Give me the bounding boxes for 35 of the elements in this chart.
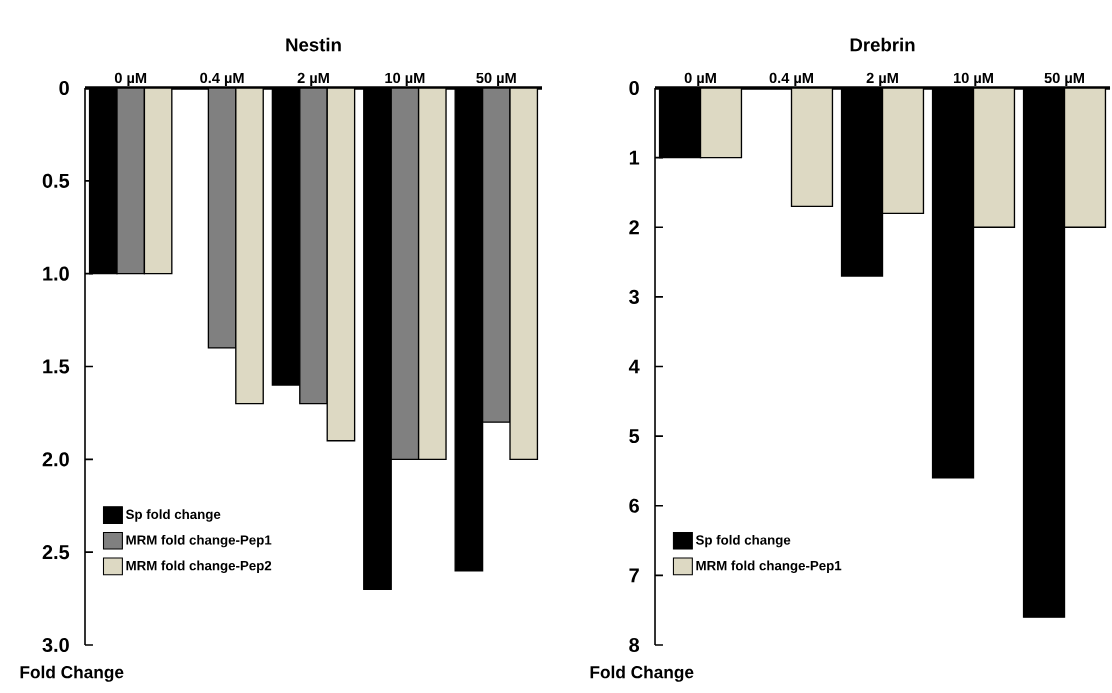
y-tick-label: 1 (629, 150, 640, 165)
y-tick-label: 3 (629, 289, 639, 304)
x-tick-label: 0.4 µM (200, 72, 244, 86)
legend-label: MRM fold change-Pep2 (126, 560, 272, 574)
x-tick-label: 50 µM (1044, 72, 1084, 86)
y-tick-label: 4 (628, 359, 640, 374)
chart-title: Nestin (286, 37, 341, 52)
y-tick-label: 2.5 (42, 545, 70, 560)
legend-label: Sp fold change (695, 534, 791, 548)
x-tick-label: 10 µM (953, 72, 993, 86)
x-tick-label: 50 µM (476, 72, 516, 86)
y-tick-label: 3.0 (42, 637, 69, 653)
y-tick-label: 2.0 (42, 452, 69, 467)
y-axis-title: Fold Change (20, 665, 124, 682)
y-tick-label: 0 (59, 80, 69, 96)
x-tick-label: 0 µM (114, 72, 147, 86)
y-tick-label: 0.5 (42, 173, 70, 188)
y-tick-label: 0 (629, 80, 639, 96)
y-tick-label: 1.5 (43, 359, 70, 374)
y-tick-label: 6 (629, 498, 639, 513)
x-tick-label: 0 µM (684, 72, 716, 86)
y-tick-label: 7 (629, 568, 639, 583)
y-tick-label: 2 (629, 220, 639, 235)
y-tick-label: 5 (629, 429, 640, 444)
legend-label: MRM fold change-Pep1 (696, 560, 842, 574)
y-tick-label: 8 (629, 637, 640, 653)
y-tick-label: 1.0 (43, 266, 69, 281)
x-tick-label: 2 µM (297, 72, 329, 86)
legend-label: Sp fold change (125, 509, 221, 522)
legend-label: MRM fold change-Pep1 (126, 534, 272, 548)
x-tick-label: 2 µM (866, 72, 898, 86)
chart-title: Drebrin (850, 37, 915, 52)
x-tick-label: 0.4 µM (769, 72, 813, 86)
x-tick-label: 10 µM (385, 72, 425, 86)
y-axis-title: Fold Change (590, 665, 694, 682)
